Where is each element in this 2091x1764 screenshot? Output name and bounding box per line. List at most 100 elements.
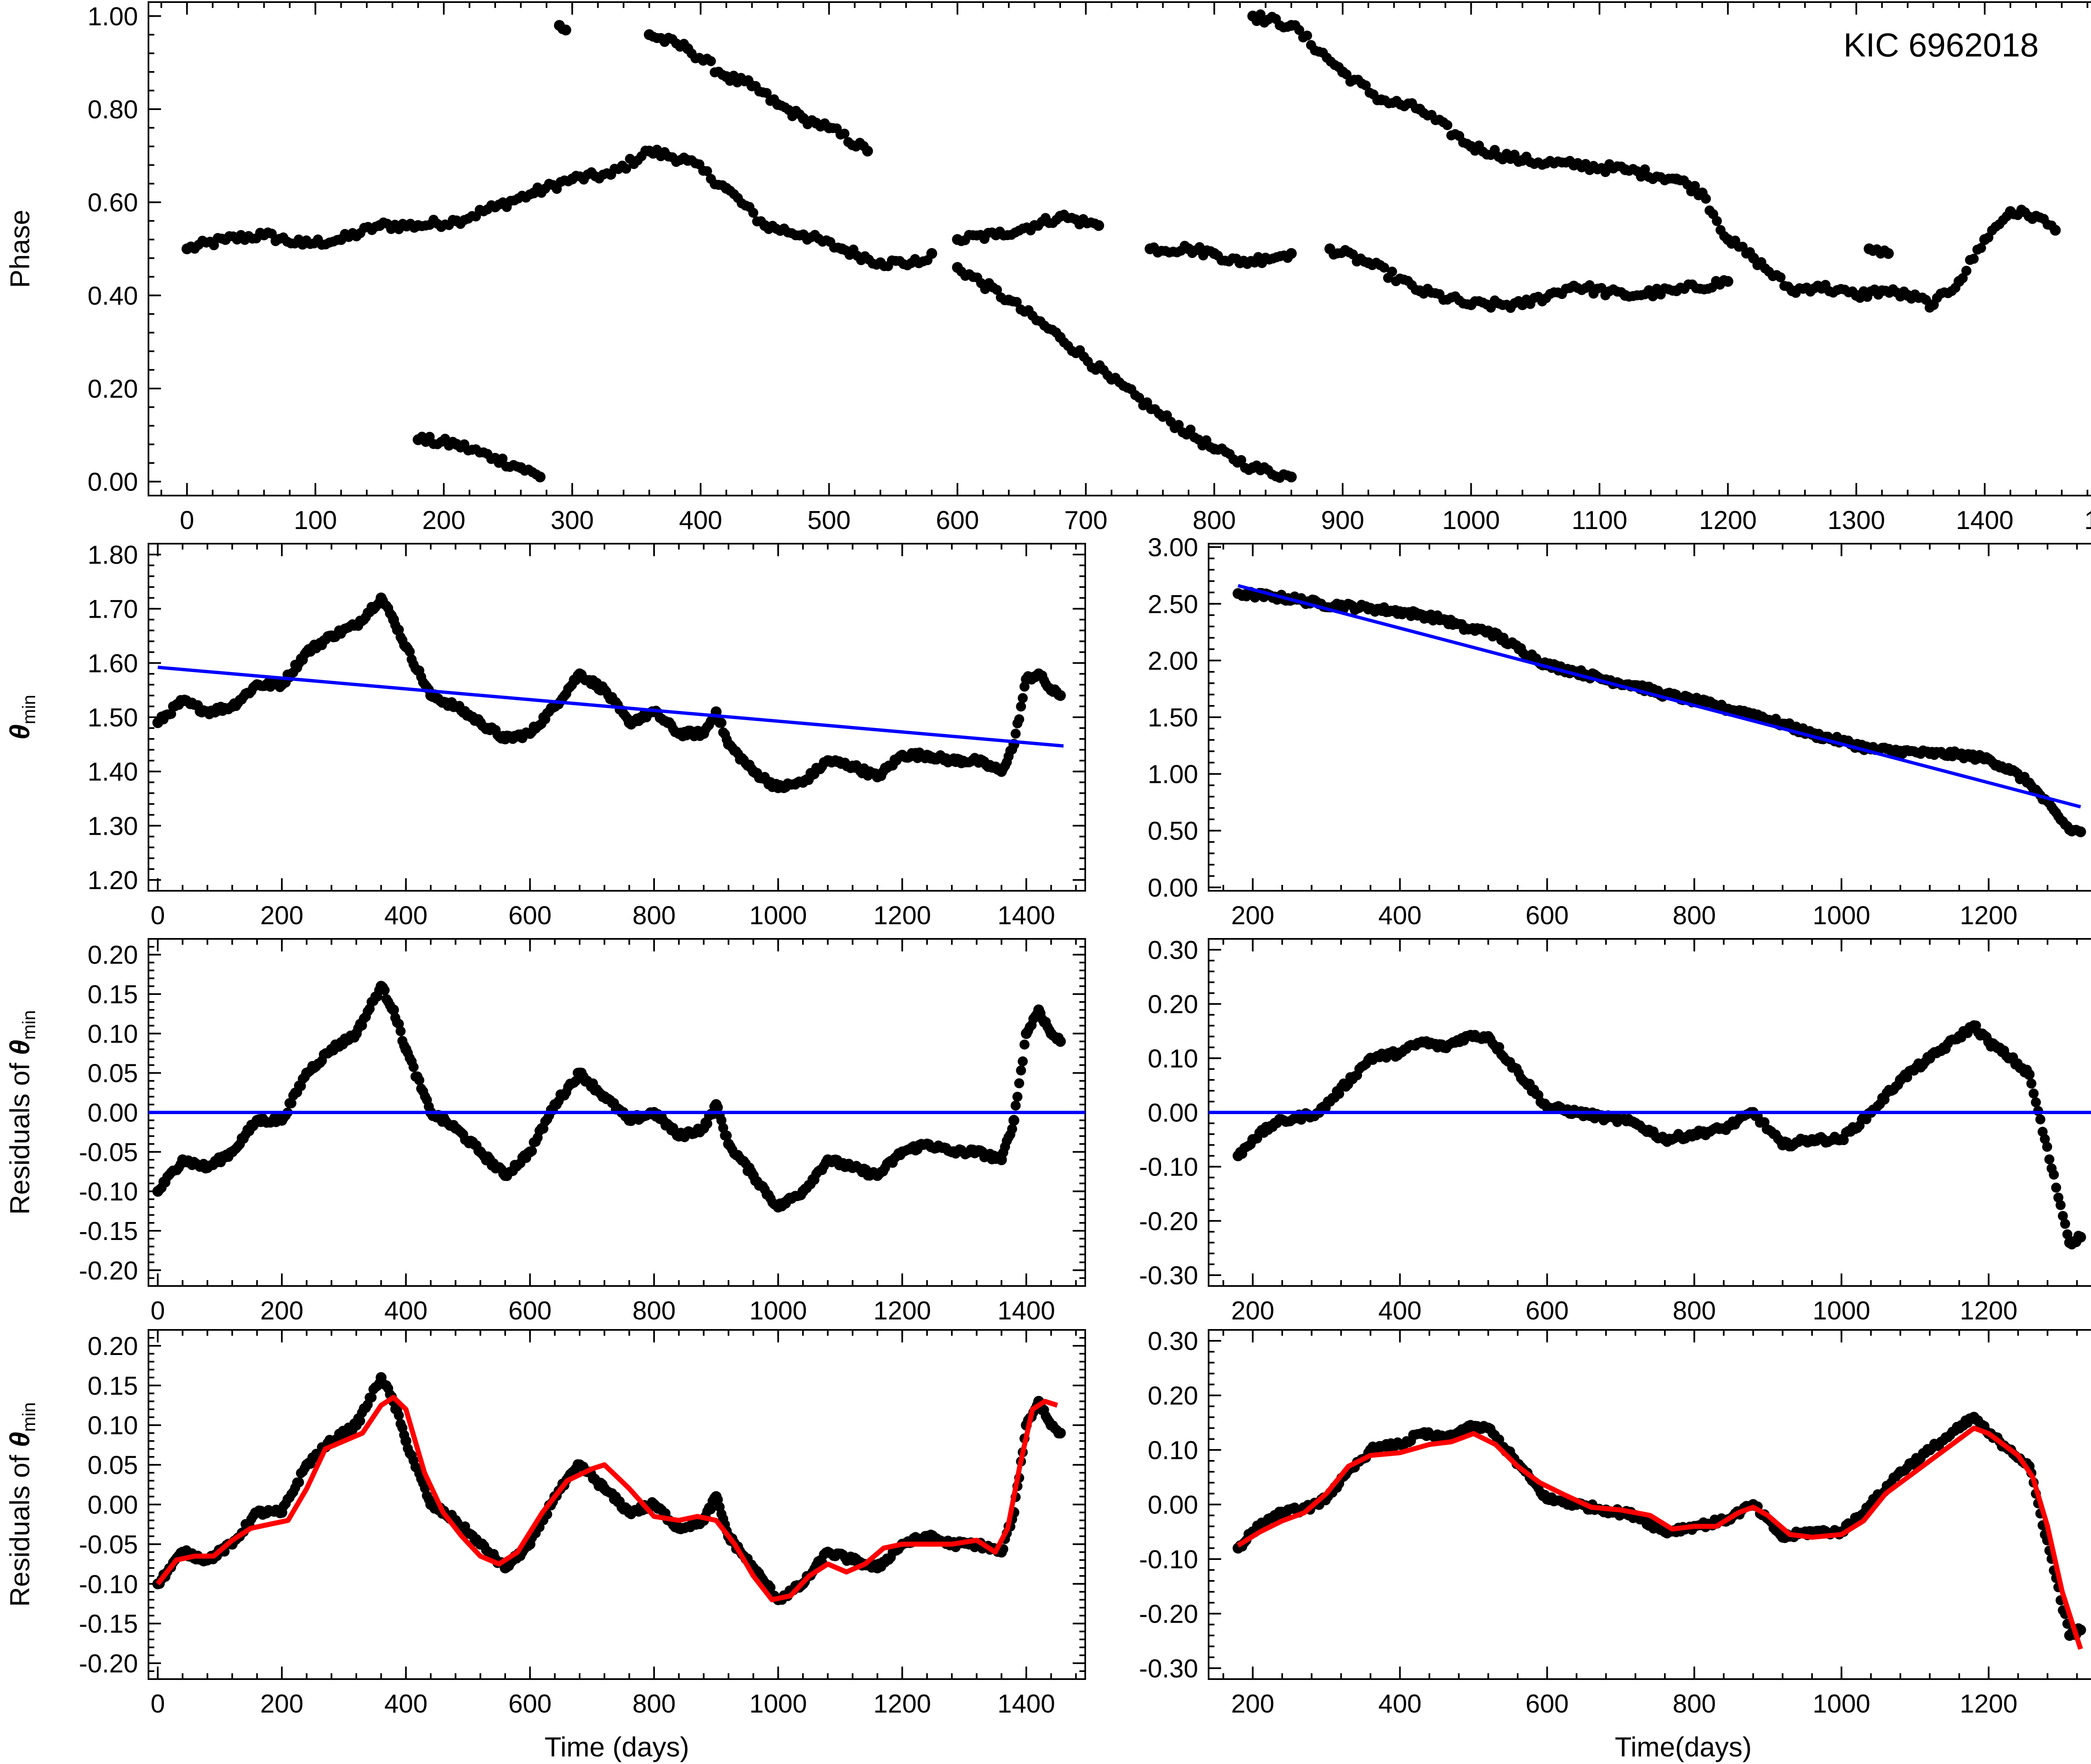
x-tick-label: 200 [260,1296,303,1325]
x-tick-label: 1000 [1812,901,1870,930]
y-tick-label: 0.00 [1148,1099,1198,1127]
data-point [721,1130,732,1141]
x-tick-label: 1500 [2084,506,2091,535]
data-point [992,285,1002,295]
data-point [1053,1033,1064,1043]
y-axis-label: Phase [4,210,35,288]
data-point [872,259,882,270]
data-point [1294,25,1304,35]
data-point [2035,1114,2045,1125]
data-point [679,152,689,163]
data-point [1961,266,1971,276]
y-tick-label: 0.20 [87,375,138,404]
data-point [1134,393,1144,403]
data-point [379,985,390,995]
data-point [807,115,817,125]
y-tick-label: 0.10 [87,1411,138,1440]
x-tick-label: 200 [1231,1296,1274,1325]
x-tick-label: 0 [151,1296,165,1325]
data-point [1010,1100,1021,1111]
star-id-annotation: KIC 6962018 [1843,26,2039,64]
x-tick-label: 1400 [997,1690,1055,1718]
chart-panels: 0 100 200 300 400 500 600 700 800 900 1000 1100 1200… [4,1,2091,1762]
data-point [1585,280,1595,290]
data-point [524,189,535,199]
y-tick-label: 0.20 [1148,990,1198,1019]
data-point [1051,215,1062,225]
data-point [1019,681,1030,692]
data-point [1719,275,1729,285]
data-point [557,24,568,34]
data-point [286,1098,297,1109]
data-point [2058,1211,2068,1221]
data-point [1462,299,1472,309]
data-point [820,118,830,128]
data-point [1921,295,1931,305]
x-tick-label: 600 [1526,1296,1569,1325]
data-point [1302,31,1312,41]
data-point [1411,285,1421,295]
y-tick-label: 0.80 [87,95,138,124]
data-point [702,166,712,176]
x-tick-label: 600 [1526,1690,1569,1718]
y-tick-label: -0.10 [79,1178,138,1207]
data-point [602,168,612,179]
data-point [1282,470,1293,481]
x-tick-label: 600 [509,901,552,930]
data-point [2073,1230,2083,1241]
x-tick-label: 800 [1673,901,1716,930]
data-point [1016,1065,1026,1076]
data-point [769,94,779,105]
y-tick-label: 0.00 [1148,1491,1198,1520]
data-point [349,1033,360,1043]
data-point-group [181,145,937,271]
data-point [795,109,805,120]
y-tick-label: -0.10 [79,1570,138,1599]
data-point [1667,286,1678,296]
x-axis-label: Time(days) [1615,1731,1752,1762]
data-point [409,222,419,233]
data-point [1899,286,1909,297]
data-point-group [644,29,873,157]
data-point [1205,246,1216,256]
data-point [255,228,266,238]
x-axis-label: Time (days) [544,1731,689,1762]
data-point [1701,194,1711,204]
data-point [1017,693,1028,703]
y-tick-label: 1.00 [1148,760,1198,789]
x-tick-label: 400 [384,1296,427,1325]
x-tick-label: 800 [632,1296,675,1325]
data-point [1564,283,1575,293]
data-point [394,1410,404,1421]
chart-smooth-right: 200400600800100012001400-0.30-0.20-0.100… [1139,1327,2091,1762]
data-point [217,233,227,244]
data-point [1359,256,1370,267]
y-tick-label: -0.20 [1139,1207,1198,1236]
data-point [1090,218,1100,229]
data-point [716,1115,727,1125]
data-point [702,1119,713,1129]
y-tick-label: 0.40 [87,281,138,310]
x-tick-label: 1100 [1572,506,1627,535]
y-tick-label: 0.20 [87,941,138,970]
data-point [717,70,728,80]
data-point [1745,247,1755,257]
data-point [366,1392,377,1403]
data-point [1462,138,1472,149]
data-point [1205,442,1216,452]
y-tick-label: -0.05 [79,1138,138,1167]
data-point [1442,120,1452,130]
data-point [716,718,727,728]
x-tick-label: 0 [151,901,165,930]
data-point [2053,1192,2063,1203]
y-tick-label: -0.20 [79,1649,138,1678]
chart-phase: 0 100 200 300 400 500 600 700 800 900 1000 1100 1200… [4,1,2091,535]
data-point-group [152,981,1066,1213]
data-point [1879,245,1890,256]
data-point [355,1416,366,1426]
data-point [1053,690,1064,700]
x-tick-label: 1000 [749,1296,807,1325]
data-point [718,1123,729,1133]
x-tick-label: 400 [1378,1296,1421,1325]
